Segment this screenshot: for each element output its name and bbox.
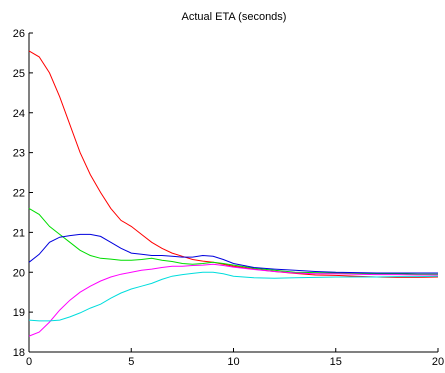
y-tick-label: 22	[13, 188, 25, 200]
x-axis-ticks: 0 5 10 15 20	[26, 348, 444, 368]
x-tick-label: 5	[128, 356, 134, 368]
y-tick-label: 18	[13, 347, 25, 359]
series-line-3	[28, 233, 438, 274]
y-tick-label: 25	[13, 68, 25, 80]
axes	[28, 33, 438, 353]
y-tick-label: 26	[13, 28, 25, 40]
x-tick-label: 15	[330, 356, 342, 368]
series-line-5	[28, 271, 439, 322]
y-tick-label: 23	[13, 148, 25, 160]
series-group	[28, 50, 439, 337]
chart-title: Actual ETA (seconds)	[182, 11, 287, 23]
series-line-1	[28, 50, 439, 278]
y-tick-label: 24	[13, 108, 25, 120]
series-line-4	[28, 263, 438, 337]
series-line-2	[28, 207, 438, 275]
x-tick-label: 10	[227, 356, 239, 368]
y-tick-label: 21	[13, 227, 25, 239]
y-tick-label: 19	[13, 307, 25, 319]
x-tick-label: 0	[26, 356, 32, 368]
y-axis-ticks: 18 19 20 21 22 23 24 25 26	[13, 28, 33, 359]
x-tick-label: 20	[432, 356, 444, 368]
y-tick-label: 20	[13, 267, 25, 279]
